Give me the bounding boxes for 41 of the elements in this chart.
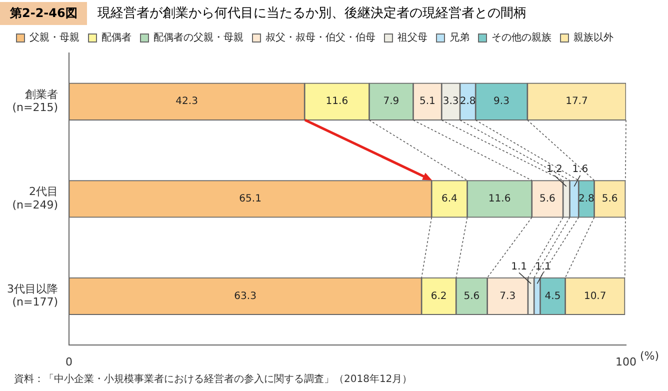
data-label: 1.2 bbox=[546, 164, 562, 175]
legend-label: その他の親族 bbox=[492, 32, 552, 44]
data-label: 7.9 bbox=[383, 96, 400, 108]
data-label: 17.7 bbox=[566, 96, 588, 108]
legend-label: 親族以外 bbox=[574, 32, 614, 44]
data-label: 5.6 bbox=[464, 290, 480, 302]
legend-label: 配偶者の父親・母親 bbox=[154, 32, 244, 44]
data-label: 65.1 bbox=[239, 193, 262, 204]
y-tick-label: 創業者 (n=215) bbox=[12, 88, 58, 114]
data-label: 1.6 bbox=[572, 164, 588, 175]
chart-title: 現経営者が創業から何代目に当たるか別、後継決定者の現経営者との間柄 bbox=[97, 5, 526, 22]
legend-label: 兄弟 bbox=[450, 32, 470, 44]
data-label: 5.6 bbox=[602, 193, 618, 204]
y-tick-label: 3代目以降 (n=177) bbox=[7, 282, 58, 309]
legend-label: 父親・母親 bbox=[30, 32, 80, 44]
y-tick-label: 2代目 (n=249) bbox=[12, 185, 58, 212]
legend-label: 叔父・叔母・伯父・伯母 bbox=[266, 32, 376, 44]
data-label: 7.3 bbox=[500, 290, 516, 302]
legend-label: 配偶者 bbox=[102, 32, 132, 44]
text: 第2-2-46図 bbox=[0, 2, 88, 24]
data-label: 2.8 bbox=[460, 96, 476, 108]
data-label: 63.3 bbox=[234, 290, 256, 302]
data-label: 9.3 bbox=[494, 96, 510, 108]
data-label: 3.3 bbox=[442, 96, 459, 108]
data-label: 1.1 bbox=[511, 261, 527, 272]
data-label: 6.2 bbox=[430, 290, 447, 302]
data-label: 1.1 bbox=[535, 261, 552, 272]
data-label: 10.7 bbox=[584, 290, 606, 302]
data-label: 5.1 bbox=[419, 96, 436, 108]
x-tick-label: 0 bbox=[66, 355, 72, 368]
data-label: 5.6 bbox=[540, 193, 556, 204]
data-label: 4.5 bbox=[544, 290, 561, 302]
x-tick-label: 100 bbox=[616, 355, 636, 368]
legend-label: 祖父母 bbox=[398, 32, 428, 44]
data-label: 6.4 bbox=[441, 193, 458, 204]
data-label: 11.6 bbox=[488, 193, 511, 204]
text: 資料：「中小企業・小規模事業者における経営者の参入に関する調査」（2018年12月） bbox=[14, 372, 412, 386]
data-label: 42.3 bbox=[176, 96, 198, 108]
x-axis-title: (%) bbox=[640, 350, 660, 363]
data-label: 2.8 bbox=[578, 193, 594, 204]
data-label: 11.6 bbox=[326, 96, 348, 108]
